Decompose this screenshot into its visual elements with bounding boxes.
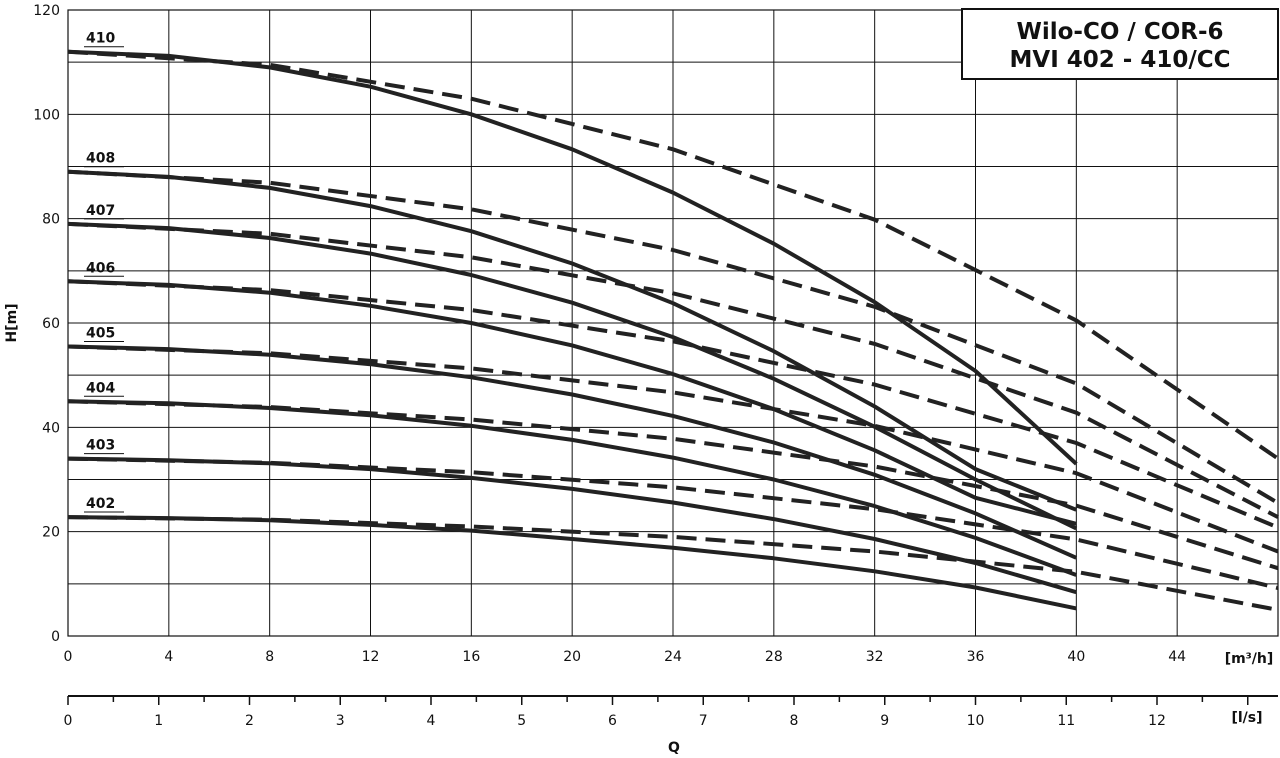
x2-tick-label: 9 xyxy=(880,713,889,729)
x2-tick-label: 2 xyxy=(245,713,254,729)
x2-unit-ls: [l/s] xyxy=(1231,710,1262,726)
curve-label-407: 407 xyxy=(86,203,115,219)
curve-dashed-404 xyxy=(67,399,1279,571)
x2-tick-label: 8 xyxy=(790,713,799,729)
y-tick-label: 120 xyxy=(33,3,60,19)
curves xyxy=(67,49,1280,612)
x2-tick-label: 12 xyxy=(1148,713,1166,729)
y-tick-label: 80 xyxy=(42,212,60,228)
x-tick-label: 32 xyxy=(866,649,884,665)
curve-label-404: 404 xyxy=(86,380,115,396)
x-tick-label: 16 xyxy=(462,649,480,665)
curve-solid-410 xyxy=(67,49,1078,466)
x2-tick-label: 4 xyxy=(427,713,436,729)
curve-dashed-408 xyxy=(67,169,1280,505)
y-tick-label: 100 xyxy=(33,107,60,123)
x-tick-label: 20 xyxy=(563,649,581,665)
x-tick-label: 44 xyxy=(1168,649,1186,665)
x2-tick-label: 0 xyxy=(64,713,73,729)
title-box: Wilo-CO / COR-6 MVI 402 - 410/CC xyxy=(961,8,1279,80)
x-tick-label: 8 xyxy=(265,649,274,665)
x2-tick-label: 7 xyxy=(699,713,708,729)
x-tick-label: 12 xyxy=(362,649,380,665)
curve-label-405: 405 xyxy=(86,325,115,341)
x-tick-label: 36 xyxy=(967,649,985,665)
y-tick-label: 40 xyxy=(42,420,60,436)
y-tick-label: 60 xyxy=(42,316,60,332)
curve-solid-407 xyxy=(67,221,1078,531)
curve-dashed-406 xyxy=(67,279,1279,530)
x-tick-label: 28 xyxy=(765,649,783,665)
x-tick-label: 24 xyxy=(664,649,682,665)
x-tick-label: 0 xyxy=(64,649,73,665)
curve-solid-406 xyxy=(67,279,1077,526)
x2-tick-label: 5 xyxy=(517,713,526,729)
curve-dashed-410 xyxy=(67,49,1280,461)
grid xyxy=(67,9,1279,637)
curve-label-408: 408 xyxy=(86,151,115,167)
y-axis-title: H[m] xyxy=(4,303,20,342)
curve-solid-403 xyxy=(67,456,1077,595)
x-tick-label: 4 xyxy=(164,649,173,665)
x-unit-m3h: [m³/h] xyxy=(1225,651,1274,667)
x2-tick-label: 1 xyxy=(154,713,163,729)
curve-dashed-405 xyxy=(67,344,1279,554)
x-axis-title: Q xyxy=(668,740,680,756)
axes xyxy=(67,695,1278,705)
curve-solid-408 xyxy=(67,169,1078,512)
y-tick-label: 20 xyxy=(42,525,60,541)
curve-solid-404 xyxy=(67,399,1077,577)
curve-solid-405 xyxy=(67,344,1078,560)
chart-title-line-1: Wilo-CO / COR-6 xyxy=(1016,19,1223,45)
x2-tick-label: 10 xyxy=(967,713,985,729)
x2-tick-label: 6 xyxy=(608,713,617,729)
y-tick-label: 0 xyxy=(51,629,60,645)
curve-solid-402 xyxy=(67,515,1077,611)
x2-tick-label: 3 xyxy=(336,713,345,729)
curve-label-403: 403 xyxy=(86,438,115,454)
curve-dashed-407 xyxy=(67,221,1279,519)
curve-label-402: 402 xyxy=(86,496,115,512)
curve-label-410: 410 xyxy=(86,31,115,47)
chart-title-line-2: MVI 402 - 410/CC xyxy=(1010,47,1231,73)
x-tick-label: 40 xyxy=(1067,649,1085,665)
x2-tick-label: 11 xyxy=(1057,713,1075,729)
curve-label-406: 406 xyxy=(86,260,115,276)
